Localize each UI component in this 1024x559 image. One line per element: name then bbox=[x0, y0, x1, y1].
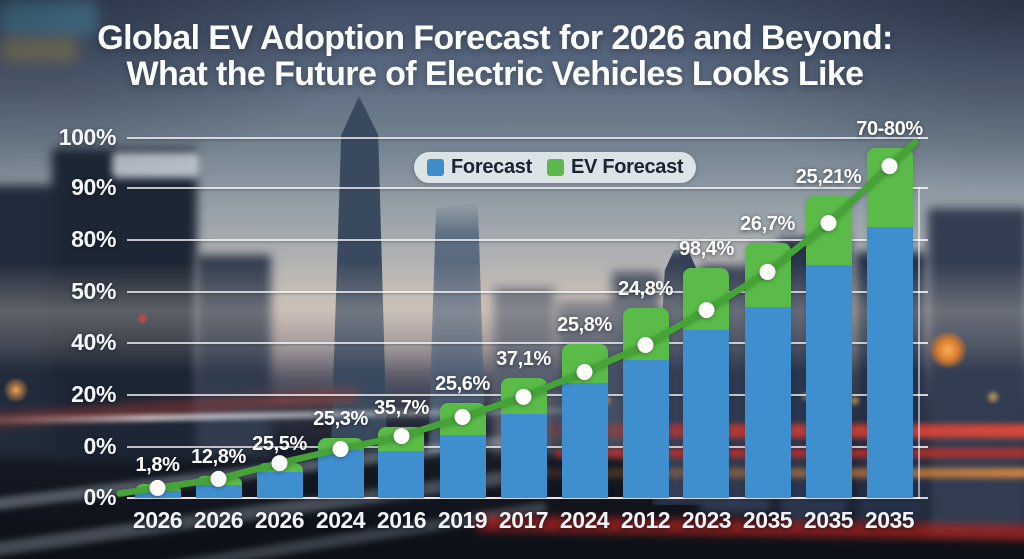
y-axis-label: 0% bbox=[83, 432, 117, 459]
trend-line bbox=[116, 138, 919, 497]
bar bbox=[683, 267, 730, 498]
x-axis-label: 2026 bbox=[193, 507, 244, 533]
x-axis-label: 2012 bbox=[620, 507, 671, 533]
trend-marker bbox=[698, 302, 715, 319]
bar-forecast-segment bbox=[256, 472, 303, 498]
bar-value-label: 24,8% bbox=[618, 277, 673, 300]
gridline bbox=[127, 291, 920, 294]
legend-item-forecast: Forecast bbox=[427, 156, 532, 179]
bar-value-label: 26,7% bbox=[740, 213, 795, 236]
right-axis-tick bbox=[918, 445, 928, 448]
right-axis-tick bbox=[918, 187, 928, 190]
trend-marker bbox=[881, 158, 898, 175]
right-axis-tick bbox=[918, 497, 928, 499]
bar bbox=[317, 437, 364, 498]
legend-label: Forecast bbox=[451, 156, 532, 178]
bar-value-label: 35,7% bbox=[374, 397, 429, 420]
trend-marker bbox=[759, 263, 776, 280]
trend-marker bbox=[332, 441, 349, 458]
trend-marker bbox=[820, 214, 837, 231]
x-axis-label: 2016 bbox=[376, 507, 427, 533]
x-axis-label: 2026 bbox=[132, 507, 183, 533]
y-axis-label: 90% bbox=[71, 174, 116, 201]
bar bbox=[744, 243, 791, 498]
legend-label: EV Forecast bbox=[570, 156, 684, 178]
gridline bbox=[127, 137, 920, 139]
gridline bbox=[127, 341, 920, 344]
trend-marker bbox=[149, 479, 166, 496]
bar-value-label: 37,1% bbox=[496, 348, 551, 371]
bar-forecast-segment bbox=[439, 435, 486, 498]
bar-forecast-segment bbox=[317, 450, 364, 498]
y-axis-label: 50% bbox=[71, 278, 116, 305]
trend-marker bbox=[271, 455, 288, 472]
trend-marker bbox=[637, 337, 654, 353]
gridline bbox=[127, 187, 920, 190]
bar-forecast-segment bbox=[500, 414, 547, 498]
x-axis-label: 2035 bbox=[864, 507, 915, 533]
bar-value-label: 1,8% bbox=[135, 453, 180, 476]
x-axis-label: 2035 bbox=[803, 507, 854, 533]
right-axis-tick bbox=[918, 341, 928, 344]
y-axis-labels: 100% 90% 80% 50% 40% 20% 0% 0% bbox=[0, 124, 117, 510]
trend-marker bbox=[454, 409, 471, 425]
title-line-2: What the Future of Electric Vehicles Loo… bbox=[126, 55, 865, 93]
bar-forecast-segment bbox=[378, 450, 425, 498]
bar-value-label: 25,6% bbox=[435, 372, 490, 395]
right-axis-tick bbox=[918, 137, 928, 139]
x-axis-label: 2017 bbox=[498, 507, 549, 533]
y-axis-label: 0% bbox=[83, 484, 117, 510]
bar-forecast-segment bbox=[622, 360, 669, 498]
gridline bbox=[127, 238, 920, 241]
trend-marker bbox=[576, 364, 593, 380]
x-axis-label: 2026 bbox=[254, 507, 305, 533]
bar-value-label: 25,8% bbox=[557, 313, 612, 336]
bar-forecast-segment bbox=[805, 265, 852, 498]
x-axis-label: 2024 bbox=[559, 507, 610, 533]
right-axis-tick bbox=[918, 238, 928, 241]
y-axis-label: 20% bbox=[71, 381, 116, 408]
trend-line-layer bbox=[116, 138, 919, 497]
right-axis-tick bbox=[918, 291, 928, 294]
trend-marker bbox=[210, 470, 227, 487]
bar-forecast-segment bbox=[683, 329, 730, 498]
x-axis-label: 2019 bbox=[437, 507, 488, 533]
chart-legend: Forecast EV Forecast bbox=[414, 152, 697, 183]
x-axis-label: 2023 bbox=[681, 507, 732, 533]
bar bbox=[561, 343, 608, 498]
bar-value-label: 25,21% bbox=[795, 165, 862, 188]
bar-forecast-segment bbox=[744, 306, 791, 498]
legend-item-ev-forecast: EV Forecast bbox=[546, 156, 684, 179]
y-axis-label: 80% bbox=[71, 225, 116, 252]
bar-forecast-segment bbox=[561, 383, 608, 498]
bar-forecast-segment bbox=[866, 226, 913, 498]
page-title: Global EV Adoption Forecast for 2026 and… bbox=[0, 21, 990, 91]
bar bbox=[805, 195, 852, 498]
y-axis-label: 40% bbox=[71, 328, 116, 355]
bar-forecast-segment bbox=[195, 485, 242, 498]
x-axis-label: 2024 bbox=[315, 507, 366, 533]
chart-plot-area: 1,8% 12,8% 25,5% 25,3% 35,7% 25,6% 37,1% 25,8% 2… bbox=[116, 118, 928, 533]
trend-marker bbox=[515, 388, 532, 405]
forecast-swatch-icon bbox=[427, 159, 444, 176]
right-axis-tick bbox=[918, 394, 928, 397]
x-axis-label: 2035 bbox=[742, 507, 793, 533]
y-axis-label: 100% bbox=[58, 124, 117, 150]
bar-value-label: 70-80% bbox=[856, 118, 923, 141]
bar-value-label: 98,4% bbox=[679, 237, 734, 260]
bar bbox=[866, 148, 913, 498]
bar-value-label: 12,8% bbox=[191, 446, 246, 469]
title-line-1: Global EV Adoption Forecast for 2026 and… bbox=[97, 19, 893, 57]
bar-value-label: 25,5% bbox=[252, 433, 307, 456]
ev-forecast-swatch-icon bbox=[546, 159, 564, 176]
trend-marker bbox=[393, 428, 410, 445]
bar-value-label: 25,3% bbox=[313, 407, 368, 430]
